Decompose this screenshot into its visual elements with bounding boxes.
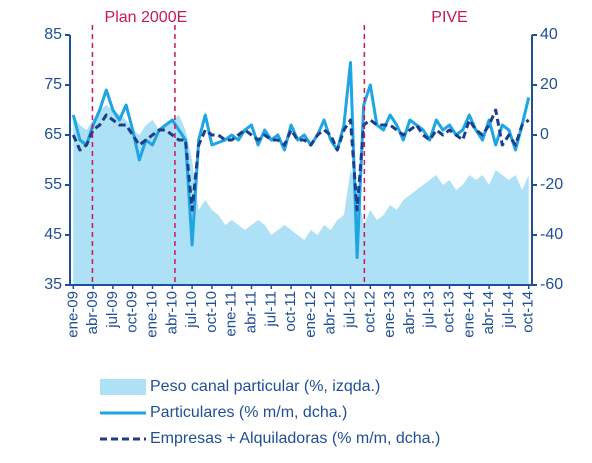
legend-swatch (100, 379, 146, 395)
line (71, 61, 531, 259)
annotation: PIVE (431, 9, 467, 26)
x-tick-label: abr-11 (242, 291, 259, 333)
x-tick-label: jul-14 (500, 291, 517, 329)
x-tick-label: oct-10 (203, 291, 220, 333)
y2-tick-label: -60 (540, 276, 563, 293)
x-tick-label: oct-13 (440, 291, 457, 333)
y-tick-label: 85 (44, 26, 62, 43)
x-tick-label: oct-09 (124, 291, 141, 333)
x-tick-label: abr-14 (480, 291, 497, 334)
x-tick-label: jul-13 (421, 291, 438, 329)
x-tick-label: ene-12 (302, 291, 319, 338)
x-tick-label: abr-12 (322, 291, 339, 334)
y2-tick-label: 40 (540, 26, 558, 43)
x-tick-label: abr-09 (84, 291, 101, 334)
annotation: Plan 2000E (105, 9, 188, 26)
x-tick-label: jul-10 (183, 291, 200, 329)
x-tick-label: ene-13 (381, 291, 398, 338)
x-tick-label: ene-11 (223, 291, 240, 337)
y-tick-label: 55 (44, 176, 62, 193)
x-tick-label: jul-11 (262, 291, 279, 328)
x-tick-label: jul-12 (341, 291, 358, 329)
x-tick-label: oct-14 (520, 291, 537, 333)
y-tick-label: 45 (44, 226, 62, 243)
x-tick-label: oct-12 (361, 291, 378, 333)
legend-label: Peso canal particular (%, izqda.) (150, 378, 380, 395)
y2-tick-label: -20 (540, 176, 563, 193)
y2-tick-label: 20 (540, 76, 558, 93)
line (71, 108, 530, 212)
legend-label: Empresas + Alquiladoras (% m/m, dcha.) (150, 430, 440, 447)
x-tick-label: abr-13 (401, 291, 418, 334)
x-tick-label: abr-10 (163, 291, 180, 334)
y-tick-label: 35 (44, 276, 62, 293)
x-tick-label: jul-09 (104, 291, 121, 329)
y2-tick-label: 0 (540, 126, 549, 143)
x-tick-label: ene-09 (64, 291, 81, 338)
x-tick-label: ene-14 (460, 291, 477, 338)
x-tick-label: oct-11 (282, 291, 299, 332)
legend-label: Particulares (% m/m, dcha.) (150, 404, 347, 421)
x-tick-label: ene-10 (143, 291, 160, 338)
y2-tick-label: -40 (540, 226, 563, 243)
y-tick-label: 75 (44, 76, 62, 93)
y-tick-label: 65 (44, 126, 62, 143)
